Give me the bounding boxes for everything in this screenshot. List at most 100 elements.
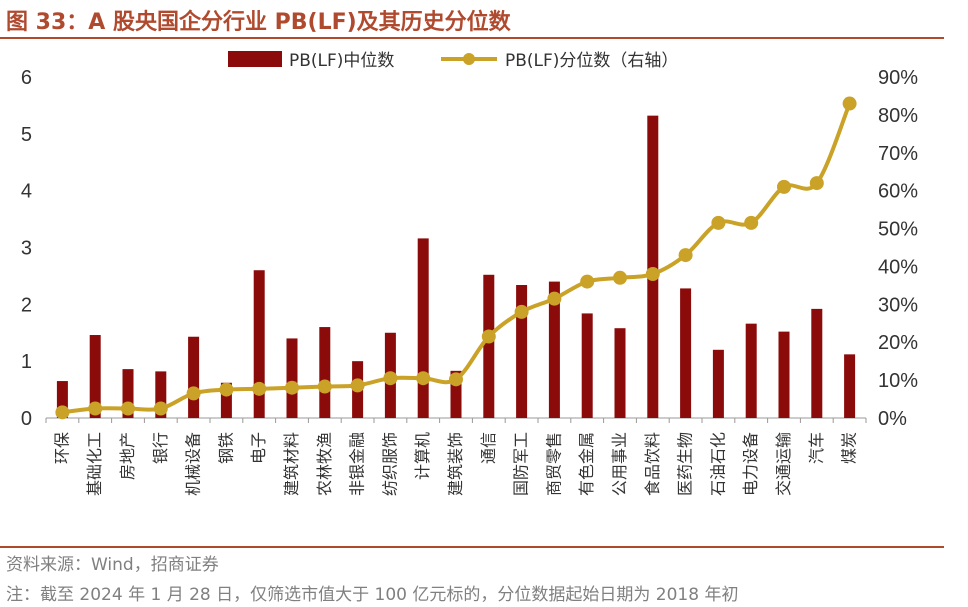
line-point: [88, 401, 103, 416]
right-axis-tick-label: 0%: [878, 408, 907, 430]
bar: [745, 323, 757, 418]
source-note: 资料来源：Wind，招商证券: [6, 555, 219, 575]
bar: [811, 308, 823, 418]
line-series: [55, 96, 857, 420]
legend: PB(LF)中位数 PB(LF)分位数（右轴）: [228, 51, 678, 71]
bar: [319, 327, 331, 418]
bar: [286, 338, 298, 418]
category-label: 农林牧渔: [315, 432, 334, 496]
category-label: 房地产: [118, 432, 137, 480]
legend-line-marker: [463, 53, 475, 65]
bar: [483, 274, 495, 418]
line-point: [580, 274, 595, 289]
line-point: [317, 379, 332, 394]
line-point: [547, 291, 562, 306]
line-point: [842, 96, 857, 111]
line-point: [186, 386, 201, 401]
line-point: [678, 248, 693, 263]
category-label: 建筑材料: [282, 432, 301, 496]
category-label: 煤炭: [840, 432, 859, 464]
category-label: 交通运输: [774, 432, 793, 496]
footnote: 注：截至 2024 年 1 月 28 日，仅筛选市值大于 100 亿元标的，分位…: [6, 585, 739, 605]
right-axis-tick-label: 60%: [878, 181, 918, 203]
line-point: [777, 179, 791, 194]
line-point: [481, 329, 496, 344]
right-axis-tick-label: 70%: [878, 143, 918, 165]
bar: [548, 281, 560, 418]
title-divider: [0, 37, 944, 39]
right-axis-tick-label: 20%: [878, 332, 918, 354]
legend-line-label: PB(LF)分位数（右轴）: [505, 51, 678, 71]
category-label: 汽车: [807, 432, 826, 464]
category-label: 计算机: [413, 432, 432, 480]
line-point: [416, 371, 431, 386]
category-label: 电力设备: [741, 432, 760, 496]
category-label: 食品饮料: [643, 432, 662, 496]
left-axis-tick-label: 3: [21, 238, 32, 260]
line-point: [711, 215, 726, 230]
bar: [516, 285, 528, 418]
category-label: 商贸零售: [544, 432, 563, 496]
category-label: 基础化工: [85, 432, 104, 496]
bar: [680, 288, 692, 418]
legend-bar-label: PB(LF)中位数: [289, 51, 394, 71]
category-label: 机械设备: [184, 432, 203, 496]
category-label: 石油石化: [708, 432, 727, 496]
bar-series: [56, 115, 856, 418]
bar: [778, 331, 790, 418]
category-label: 有色金属: [577, 432, 596, 496]
category-label: 非银金融: [348, 432, 367, 496]
right-axis-tick-label: 30%: [878, 294, 918, 316]
line-point: [809, 176, 824, 191]
category-label: 银行: [151, 432, 170, 464]
bar: [220, 382, 232, 418]
line-point: [153, 401, 168, 416]
bar: [417, 238, 429, 418]
line-point: [383, 371, 398, 386]
line-point: [350, 378, 365, 393]
line-point: [744, 215, 759, 230]
right-axis-tick-label: 90%: [878, 67, 918, 89]
line-point: [449, 372, 463, 387]
bar: [122, 369, 134, 418]
bar: [844, 354, 856, 418]
legend-bar-swatch: [228, 51, 282, 67]
figure-title: 图 33：A 股央国企分行业 PB(LF)及其历史分位数: [6, 10, 511, 35]
line-point: [252, 381, 267, 396]
line-point: [514, 304, 529, 319]
right-axis-tick-label: 10%: [878, 370, 918, 392]
line-point: [219, 382, 234, 397]
line-point: [613, 270, 627, 285]
category-label: 建筑装饰: [446, 432, 465, 496]
bar: [712, 349, 724, 418]
category-label: 电子: [249, 432, 268, 464]
left-axis-tick-label: 0: [21, 408, 32, 430]
left-axis-tick-label: 4: [21, 181, 32, 203]
category-label: 公用事业: [610, 432, 629, 496]
left-axis-tick-label: 1: [21, 351, 32, 373]
category-label: 环保: [52, 432, 71, 464]
bar: [56, 381, 68, 418]
line-point: [121, 401, 135, 416]
line-point: [645, 267, 660, 282]
left-axis-tick-label: 2: [21, 294, 32, 316]
right-axis-tick-label: 40%: [878, 256, 918, 278]
bar: [89, 335, 101, 418]
left-axis-tick-label: 6: [21, 67, 32, 89]
chart: 01234560%10%20%30%40%50%60%70%80%90% 环保基…: [21, 51, 918, 496]
bar: [647, 115, 659, 418]
bar: [581, 313, 593, 418]
category-labels: 环保 基础化工 房地产 银行 机械设备 钢铁 电子 建筑材料 农林牧渔 非银金融 纺织服饰 计算机 建筑…: [52, 432, 858, 496]
category-label: 纺织服饰: [380, 432, 399, 496]
bar: [450, 370, 462, 418]
line-point: [55, 405, 70, 420]
category-label: 钢铁: [216, 432, 235, 464]
line-point: [285, 380, 299, 395]
right-axis-tick-label: 50%: [878, 219, 918, 241]
bar: [188, 336, 200, 418]
category-label: 国防军工: [512, 432, 531, 496]
footer-divider: [0, 546, 944, 548]
line-path: [62, 102, 852, 415]
right-axis-tick-label: 80%: [878, 105, 918, 127]
